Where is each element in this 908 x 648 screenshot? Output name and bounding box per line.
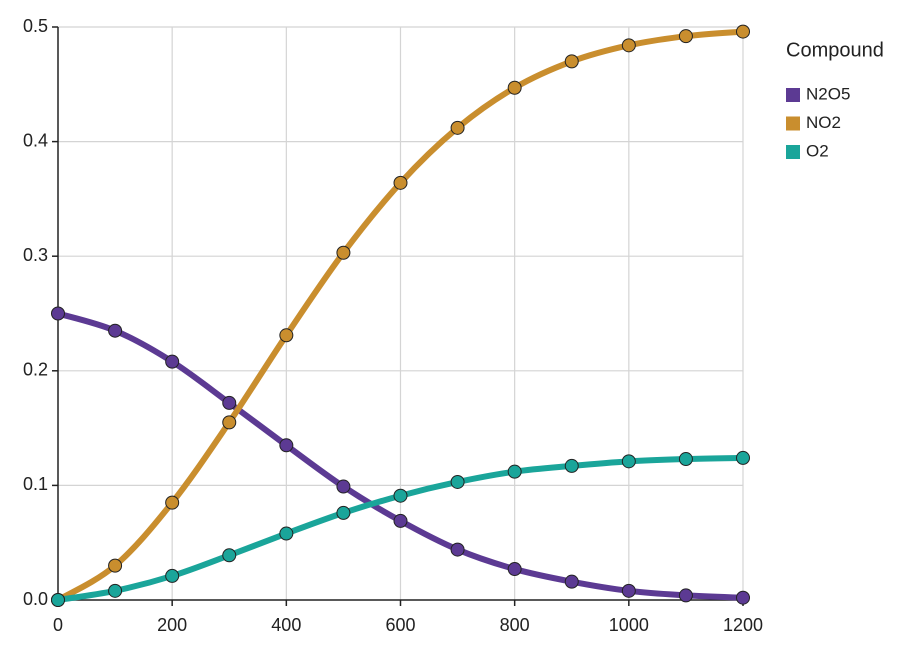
point [279,328,294,343]
point [336,505,351,520]
point [450,542,465,557]
point [678,452,693,467]
point [393,175,408,190]
y-tick-label: 0.2 [23,360,48,380]
legend-label: NO2 [806,113,841,132]
x-tick-label: 200 [157,615,187,635]
point [51,306,65,321]
x-tick-label: 400 [271,615,301,635]
y-tick-label: 0.3 [23,245,48,265]
point [507,464,522,479]
y-tick-label: 0.1 [23,474,48,494]
point [621,454,636,469]
legend-swatch [786,116,800,131]
point [279,438,294,453]
point [108,583,123,598]
x-tick-label: 600 [385,615,415,635]
point [736,590,750,605]
point [507,562,522,577]
legend: Compound N2O5 NO2 O2 [786,39,884,160]
point [564,458,579,473]
x-tick-label: 1200 [723,615,763,635]
point [222,395,237,410]
point [450,120,465,135]
plot [51,24,750,607]
y-tick-label: 0.4 [23,130,48,150]
point [222,548,237,563]
legend-label: N2O5 [806,84,850,103]
point [736,450,750,465]
point [507,80,522,95]
point [165,354,180,369]
y-tick-label: 0.5 [23,16,48,36]
legend-swatch [786,88,800,102]
point [564,54,579,69]
y-tick-label: 0.0 [23,589,48,609]
legend-label: O2 [806,141,829,160]
point [51,593,65,607]
x-tick-label: 800 [500,615,530,635]
point [165,495,180,510]
point [336,479,351,494]
point [736,24,750,39]
x-tick-label: 0 [53,615,63,635]
point [222,415,237,430]
point [450,474,465,489]
point [621,583,636,598]
legend-swatch [786,145,800,159]
point [336,245,351,260]
grid: 0.0 0.1 0.2 0.3 0.4 0.5 0 200 400 600 800 1000 1200 [23,16,763,635]
point [108,323,123,338]
point [678,588,693,603]
legend-title: Compound [786,39,884,61]
point [108,558,123,573]
point [393,513,408,528]
point [279,526,294,541]
point [165,568,180,583]
x-tick-label: 1000 [609,615,649,635]
point [678,29,693,44]
point [564,574,579,589]
point [621,38,636,53]
point [393,488,408,503]
